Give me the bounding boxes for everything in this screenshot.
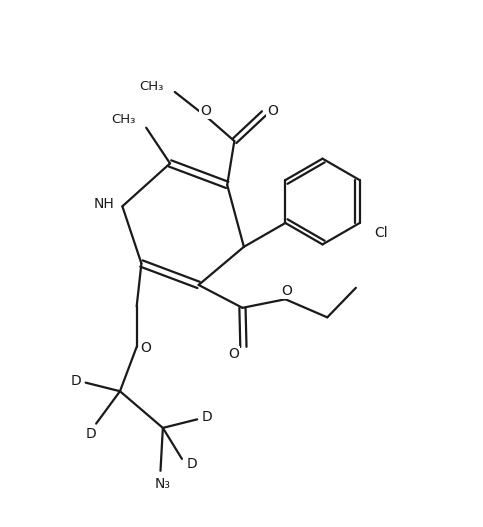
- Text: O: O: [200, 104, 211, 118]
- Text: O: O: [281, 284, 292, 298]
- Text: D: D: [201, 411, 212, 424]
- Text: O: O: [140, 341, 151, 355]
- Text: O: O: [267, 104, 278, 118]
- Text: D: D: [187, 457, 198, 471]
- Text: N₃: N₃: [155, 477, 171, 491]
- Text: Cl: Cl: [374, 227, 387, 240]
- Text: NH: NH: [94, 197, 114, 211]
- Text: D: D: [86, 427, 97, 441]
- Text: D: D: [71, 374, 82, 388]
- Text: CH₃: CH₃: [111, 113, 136, 125]
- Text: O: O: [228, 347, 239, 361]
- Text: CH₃: CH₃: [140, 80, 164, 93]
